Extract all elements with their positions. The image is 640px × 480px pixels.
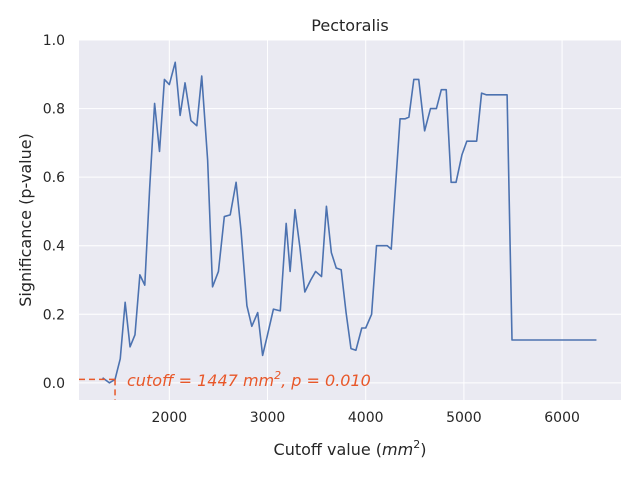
- y-tick-label: 0.4: [43, 239, 65, 255]
- annotation-math: mm: [243, 371, 274, 390]
- x-tick-label: 2000: [152, 410, 188, 426]
- x-axis-label: Cutoff value (mm2): [274, 438, 427, 459]
- grid: [79, 39, 621, 400]
- p-value-series-line: [102, 61, 597, 384]
- y-tick-label: 0.2: [43, 307, 65, 323]
- x-axis-label-close: ): [420, 440, 426, 459]
- x-axis-label-text: Cutoff value (: [274, 440, 383, 459]
- y-tick-label: 0.0: [43, 376, 65, 392]
- y-tick-label: 1.0: [43, 33, 65, 49]
- y-tick-label: 0.6: [43, 170, 65, 186]
- series-layer: [102, 61, 597, 384]
- x-axis-label-math: mm: [382, 440, 413, 459]
- y-tick-label: 0.8: [43, 102, 65, 118]
- x-tick-label: 3000: [250, 410, 286, 426]
- cutoff-annotation: cutoff = 1447 mm2, p = 0.010: [127, 369, 371, 390]
- x-axis-label-sup: 2: [413, 438, 420, 451]
- chart-title: Pectoralis: [311, 16, 388, 35]
- annotation-sup: 2: [274, 369, 281, 382]
- cutoff-layer: [79, 378, 116, 400]
- y-tick-labels: 0.0 0.2 0.4 0.6 0.8 1.0: [43, 33, 65, 392]
- y-axis-label: Significance (p-value): [16, 133, 35, 307]
- annotation-part2: , p = 0.010: [281, 371, 371, 390]
- x-tick-label: 6000: [544, 410, 580, 426]
- x-tick-labels: 2000 3000 4000 5000 6000: [152, 410, 580, 426]
- x-tick-label: 5000: [446, 410, 482, 426]
- x-tick-label: 4000: [348, 410, 384, 426]
- annotation-part1: cutoff = 1447: [127, 371, 243, 390]
